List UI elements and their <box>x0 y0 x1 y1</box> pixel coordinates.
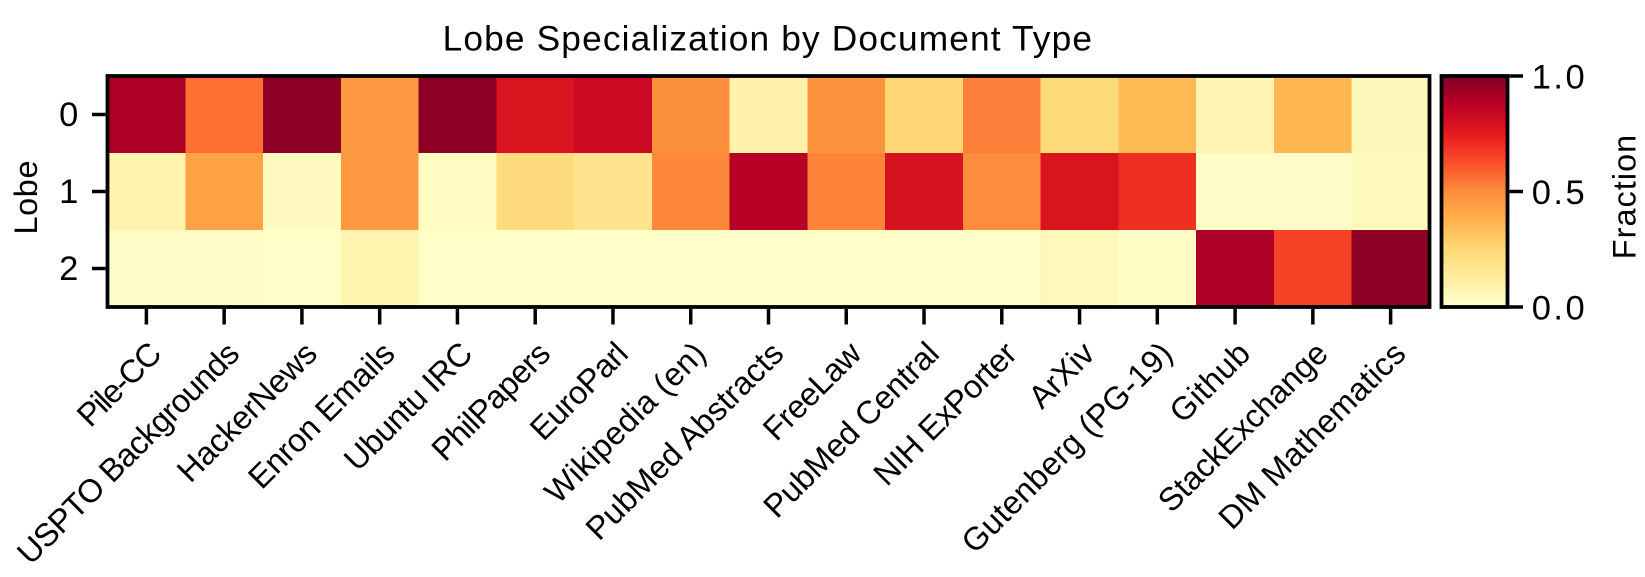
svg-text:0.0: 0.0 <box>1532 290 1585 328</box>
svg-text:1.0: 1.0 <box>1532 59 1585 97</box>
svg-text:1: 1 <box>59 173 78 211</box>
svg-text:0.5: 0.5 <box>1532 174 1585 212</box>
svg-text:2: 2 <box>59 250 78 288</box>
svg-text:Lobe Specialization by Documen: Lobe Specialization by Document Type <box>443 20 1092 59</box>
svg-text:Fraction: Fraction <box>1607 135 1643 259</box>
svg-text:0: 0 <box>59 96 78 134</box>
svg-text:Lobe: Lobe <box>8 161 44 235</box>
